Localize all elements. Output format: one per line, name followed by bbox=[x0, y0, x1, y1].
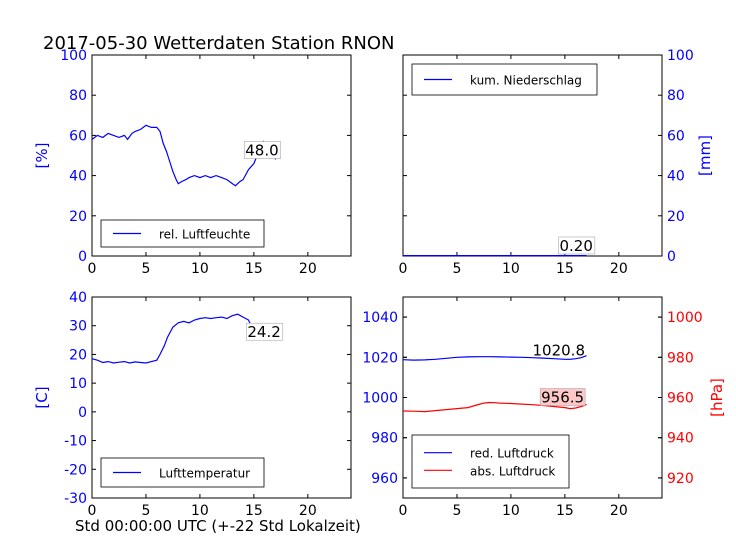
pressure-ytick-label: 1000 bbox=[667, 310, 703, 326]
pressure-legend-label: red. Luftdruck bbox=[470, 447, 554, 461]
pressure-value-label: 1020.8 bbox=[533, 341, 586, 359]
temperature-ytick-label: -10 bbox=[64, 434, 87, 450]
precip-xtick-label: 5 bbox=[452, 261, 461, 277]
figure-title: 2017-05-30 Wetterdaten Station RNON bbox=[43, 33, 394, 54]
humidity-series-line bbox=[91, 124, 277, 187]
pressure-value-label-box bbox=[539, 388, 586, 406]
pressure-ytick-label: 920 bbox=[667, 471, 694, 487]
pressure-series-line bbox=[402, 401, 587, 413]
pressure-ytick-label: 980 bbox=[667, 350, 694, 366]
pressure-xtick-label: 20 bbox=[610, 503, 628, 519]
humidity-xtick-label: 20 bbox=[299, 261, 317, 277]
temperature-ytick-label: 10 bbox=[69, 376, 87, 392]
temperature-ylabel: [C] bbox=[33, 386, 51, 408]
precip-xtick-label: 10 bbox=[502, 261, 520, 277]
precip-ytick-label: 20 bbox=[667, 209, 685, 225]
precip-value-label: 0.20 bbox=[559, 237, 592, 255]
pressure-ytick-label: 960 bbox=[371, 471, 398, 487]
temperature-legend-label: Lufttemperatur bbox=[159, 467, 250, 481]
humidity-xtick-label: 15 bbox=[245, 261, 263, 277]
temperature-value-label: 24.2 bbox=[247, 323, 280, 341]
pressure-ytick-label: 1040 bbox=[362, 310, 398, 326]
temperature-xtick-label: 15 bbox=[245, 503, 263, 519]
humidity-value-label-box bbox=[243, 141, 281, 159]
pressure-legend bbox=[411, 434, 570, 489]
precip-xtick-label: 20 bbox=[610, 261, 628, 277]
humidity-ytick-label: 0 bbox=[78, 249, 87, 265]
precip-ytick-label: 40 bbox=[667, 169, 685, 185]
pressure-ytick-label: 1000 bbox=[362, 391, 398, 407]
precip-xtick-label: 15 bbox=[556, 261, 574, 277]
humidity-ytick-label: 20 bbox=[69, 209, 87, 225]
pressure-ytick-label: 1020 bbox=[362, 350, 398, 366]
humidity-xtick-label: 5 bbox=[141, 261, 150, 277]
precip-ylabel: [mm] bbox=[696, 135, 714, 176]
precip-ytick-label: 0 bbox=[667, 249, 676, 265]
temperature-xtick-label: 10 bbox=[191, 503, 209, 519]
humidity-ytick-label: 80 bbox=[69, 88, 87, 104]
precip-xtick-label: 0 bbox=[399, 261, 408, 277]
temperature-xtick-label: 20 bbox=[299, 503, 317, 519]
precip-ytick-label: 60 bbox=[667, 128, 685, 144]
precip-ytick-label: 80 bbox=[667, 88, 685, 104]
temperature-ytick-label: 30 bbox=[69, 319, 87, 335]
pressure-value-label: 956.5 bbox=[541, 389, 584, 407]
temperature-ytick-label: 20 bbox=[69, 347, 87, 363]
humidity-value-label: 48.0 bbox=[245, 142, 278, 160]
pressure-ytick-label: 940 bbox=[667, 431, 694, 447]
humidity-legend-label: rel. Luftfeuchte bbox=[159, 228, 250, 242]
humidity-xtick-label: 10 bbox=[191, 261, 209, 277]
temperature-series-line bbox=[91, 313, 255, 364]
pressure-xtick-label: 0 bbox=[399, 503, 408, 519]
humidity-ytick-label: 40 bbox=[69, 169, 87, 185]
precip-value-label-box bbox=[558, 236, 596, 255]
humidity-ylabel: [%] bbox=[33, 143, 51, 169]
x-axis-label: Std 00:00:00 UTC (+-22 Std Lokalzeit) bbox=[75, 517, 361, 535]
humidity-ytick-label: 100 bbox=[60, 48, 87, 64]
temperature-ytick-label: 40 bbox=[69, 290, 87, 306]
precip-ytick-label: 100 bbox=[667, 48, 694, 64]
pressure-xtick-label: 10 bbox=[502, 503, 520, 519]
pressure-ytick-label: 960 bbox=[667, 391, 694, 407]
temperature-xtick-label: 0 bbox=[88, 503, 97, 519]
precip-legend-label: kum. Niederschlag bbox=[470, 74, 582, 88]
pressure-legend-label: abs. Luftdruck bbox=[470, 464, 555, 478]
pressure-series-line bbox=[402, 355, 587, 361]
pressure-xtick-label: 5 bbox=[452, 503, 461, 519]
temperature-ytick-label: -20 bbox=[64, 462, 87, 478]
temperature-ytick-label: -30 bbox=[64, 491, 87, 507]
humidity-xtick-label: 0 bbox=[88, 261, 97, 277]
temperature-value-label-box bbox=[246, 322, 284, 341]
temperature-xtick-label: 5 bbox=[141, 503, 150, 519]
pressure-xtick-label: 15 bbox=[556, 503, 574, 519]
pressure-ytick-label: 980 bbox=[371, 431, 398, 447]
temperature-ytick-label: 0 bbox=[78, 405, 87, 421]
humidity-ytick-label: 60 bbox=[69, 128, 87, 144]
pressure-ylabel: [hPa] bbox=[708, 378, 726, 417]
